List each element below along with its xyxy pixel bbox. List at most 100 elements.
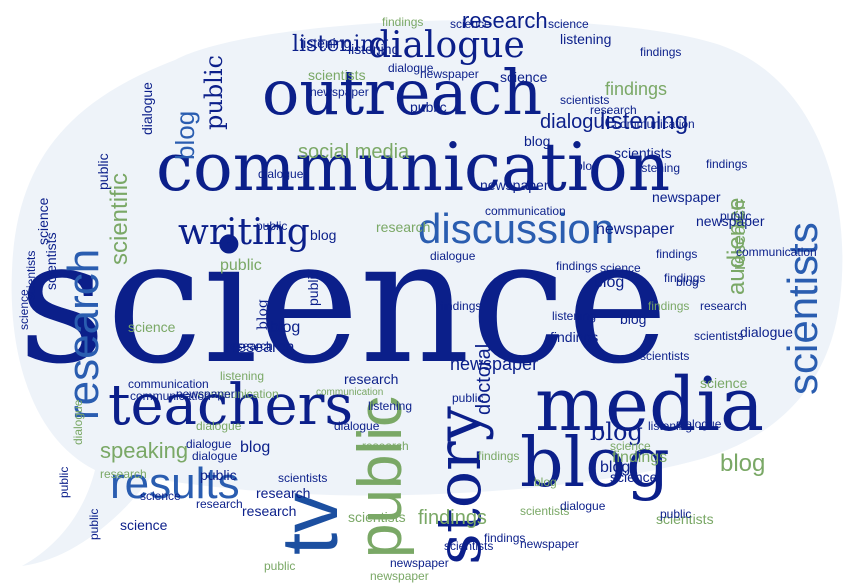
word: public: [452, 391, 484, 405]
word: science: [610, 439, 651, 453]
word: listening: [560, 31, 612, 47]
word: dialogue: [258, 167, 304, 181]
word: findings: [382, 15, 424, 29]
word: findings: [418, 507, 487, 529]
word: public: [87, 508, 101, 540]
word: outreach: [262, 56, 543, 129]
word: dialogue: [139, 82, 155, 135]
word: communication: [198, 387, 279, 401]
word: public: [660, 507, 692, 521]
word: scientific: [106, 172, 133, 265]
word: dialogue: [560, 499, 606, 513]
word: blog: [240, 439, 271, 456]
word: blog: [620, 311, 647, 327]
word: blog: [600, 459, 631, 476]
word: research: [232, 339, 295, 356]
word: public: [264, 559, 296, 573]
word: scientists: [614, 145, 672, 161]
word: newspaper: [176, 387, 235, 401]
word: scientists: [348, 509, 406, 525]
word: dialogue: [334, 419, 380, 433]
word: science: [600, 261, 641, 275]
word: public: [95, 153, 111, 190]
word: blog: [170, 110, 200, 160]
word: newspaper: [390, 556, 449, 570]
word: blog: [590, 418, 643, 446]
word: science: [500, 69, 548, 85]
word: discussion: [418, 205, 615, 252]
word: newspaper: [450, 354, 539, 374]
word: research: [59, 248, 108, 420]
word: dialogue: [676, 417, 722, 431]
word: science: [120, 517, 168, 533]
word: science: [548, 17, 589, 31]
word: social media: [298, 141, 410, 163]
word: communication: [156, 129, 671, 206]
word: newspaper: [310, 85, 369, 99]
word: dialogue: [388, 61, 434, 75]
word: findings: [648, 299, 690, 313]
word: science: [140, 489, 181, 503]
word: newspaper: [480, 177, 549, 193]
word: scientists: [278, 471, 328, 485]
word: blog: [270, 319, 301, 336]
word: teachers: [108, 373, 354, 438]
word: listening: [348, 41, 400, 57]
word: dialogue: [186, 437, 232, 451]
word: scientists: [308, 67, 366, 83]
word: public: [57, 466, 71, 498]
word: research: [196, 497, 243, 511]
word: communication: [316, 387, 384, 398]
word: newspaper: [652, 189, 721, 205]
word: newspaper: [520, 537, 579, 551]
word: writing: [178, 212, 310, 253]
word: blog: [520, 424, 670, 503]
word: findings: [478, 449, 520, 463]
word: science: [18, 201, 669, 402]
word: newspaper: [596, 221, 675, 238]
word: science: [35, 197, 51, 245]
word: public: [200, 55, 228, 130]
word: speaking: [100, 438, 189, 463]
word: findings: [605, 79, 668, 99]
word: findings: [664, 271, 706, 285]
word: communication: [128, 377, 209, 391]
word: findings: [656, 247, 698, 261]
word: findings: [612, 449, 668, 466]
word: research: [344, 371, 399, 387]
word: blog: [524, 133, 551, 149]
word: dialogue: [430, 249, 476, 263]
word: listening: [300, 35, 352, 51]
word: scientists: [560, 93, 610, 107]
word: newspaper: [696, 213, 765, 229]
word: research: [226, 339, 273, 353]
word: findings: [550, 329, 599, 345]
word: research: [242, 503, 297, 519]
word: dialogue: [740, 324, 793, 340]
word: findings: [640, 45, 682, 59]
word: scientists: [640, 349, 690, 363]
word: listening: [292, 32, 389, 57]
word: dialogue: [368, 25, 525, 66]
word: dialogue: [196, 419, 242, 433]
word: dialogue: [540, 111, 616, 133]
word: communication: [614, 117, 695, 131]
word: public: [200, 467, 237, 483]
word: listening: [552, 309, 597, 323]
word: findings: [706, 157, 748, 171]
word: public: [410, 99, 447, 115]
word: research: [362, 439, 409, 453]
word: blog: [594, 274, 625, 291]
word: scientists: [694, 329, 744, 343]
word: blog: [676, 275, 699, 289]
word: blog: [720, 450, 766, 477]
word: scientists: [444, 539, 494, 553]
word: dialogue: [71, 399, 85, 445]
word: findings: [440, 299, 482, 313]
word: communication: [736, 245, 817, 259]
word: communication: [485, 204, 566, 218]
word: science: [700, 375, 748, 391]
word: communication: [130, 389, 211, 403]
